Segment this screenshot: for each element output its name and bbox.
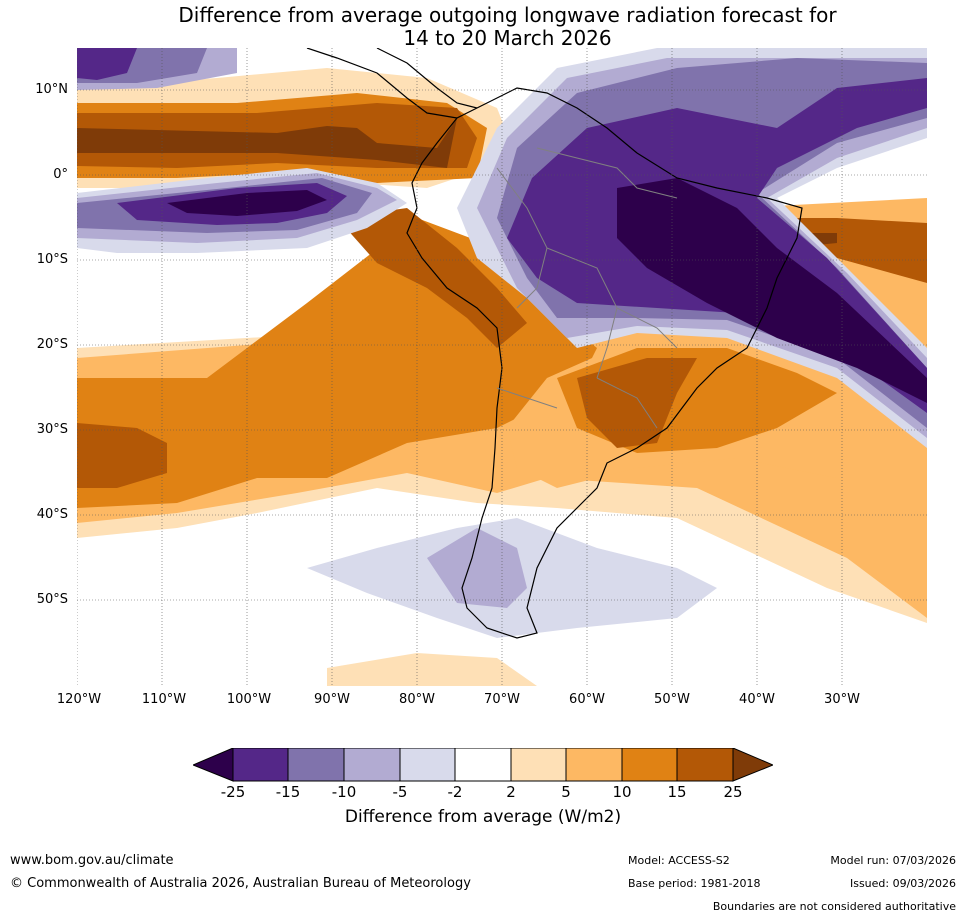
base-period-text: Base period: 1981-2018 <box>628 877 761 890</box>
lon-label-80w: 80°W <box>399 692 435 707</box>
field-lt-m25-eq <box>167 190 327 216</box>
lat-label-10s: 10°S <box>36 252 68 267</box>
lon-label-30w: 30°W <box>824 692 860 707</box>
website-link[interactable]: www.bom.gov.au/climate <box>10 853 174 868</box>
colorbar-label: Difference from average (W/m2) <box>344 807 622 827</box>
lat-label-40s: 40°S <box>36 507 68 522</box>
colorbar-bin-m2-2 <box>454 748 512 782</box>
lat-label-10n: 10°N <box>35 82 68 97</box>
field-m25-m15-topleft <box>77 48 137 80</box>
colorbar-tick: 25 <box>723 783 743 801</box>
lon-label-70w: 70°W <box>484 692 520 707</box>
lat-label-50s: 50°S <box>36 592 68 607</box>
colorbar-tick: -5 <box>392 783 408 801</box>
colorbar-tick: -25 <box>220 783 246 801</box>
field-p15-25-brazil <box>577 358 697 448</box>
lat-label-0: 0° <box>53 167 68 182</box>
country-borders <box>496 147 678 429</box>
lon-label-50w: 50°W <box>654 692 690 707</box>
model-run-text: Model run: 07/03/2026 <box>830 854 956 867</box>
colorbar-bin-15-25 <box>676 748 734 782</box>
colorbar-tick: 10 <box>612 783 632 801</box>
colorbar-bin-2-5 <box>510 748 567 782</box>
colorbar-bin-m15-m10 <box>287 748 345 782</box>
title-line-1: Difference from average outgoing longwav… <box>178 3 837 27</box>
lat-label-20s: 20°S <box>36 337 68 352</box>
lon-label-110w: 110°W <box>141 692 187 707</box>
colorbar-bin-m25-m15 <box>232 748 289 782</box>
colorbar-bin-m10-m5 <box>343 748 401 782</box>
chart-title: Difference from average outgoing longwav… <box>0 4 965 50</box>
colorbar <box>193 748 773 782</box>
copyright-text: © Commonwealth of Australia 2026, Austra… <box>10 876 471 891</box>
colorbar-extend-high <box>732 748 773 782</box>
colorbar-bin-m5-m2 <box>399 748 456 782</box>
disclaimer-text: Boundaries are not considered authoritat… <box>712 900 956 913</box>
lon-label-60w: 60°W <box>569 692 605 707</box>
field-p15-25-southwest <box>77 423 167 488</box>
colorbar-tick: -10 <box>331 783 357 801</box>
colorbar-extend-low <box>193 748 234 782</box>
colorbar-tick: 15 <box>667 783 687 801</box>
field-p15-25-andes <box>337 208 527 348</box>
colorbar-tick: -15 <box>275 783 301 801</box>
lon-label-40w: 40°W <box>739 692 775 707</box>
colorbar-bin-10-15 <box>621 748 678 782</box>
lon-label-100w: 100°W <box>226 692 272 707</box>
map-panel <box>77 48 927 686</box>
lon-label-90w: 90°W <box>314 692 350 707</box>
issued-text: Issued: 09/03/2026 <box>849 877 956 890</box>
colorbar-tick: 5 <box>561 783 571 801</box>
colorbar-bin-5-10 <box>565 748 623 782</box>
lat-label-30s: 30°S <box>36 422 68 437</box>
coastline-south-america <box>406 87 803 639</box>
field-p2-5-southbottom <box>327 653 537 686</box>
graticule <box>77 48 927 686</box>
field-gt25-north <box>77 118 457 168</box>
lon-label-120w: 120°W <box>56 692 102 707</box>
title-line-2: 14 to 20 March 2026 <box>403 26 612 50</box>
model-text: Model: ACCESS-S2 <box>628 854 730 867</box>
colorbar-tick: 2 <box>506 783 516 801</box>
field-lt-m25-amazon <box>617 178 927 403</box>
colorbar-tick: -2 <box>447 783 463 801</box>
anomaly-map <box>77 48 927 686</box>
coastline-central-america <box>306 48 478 119</box>
